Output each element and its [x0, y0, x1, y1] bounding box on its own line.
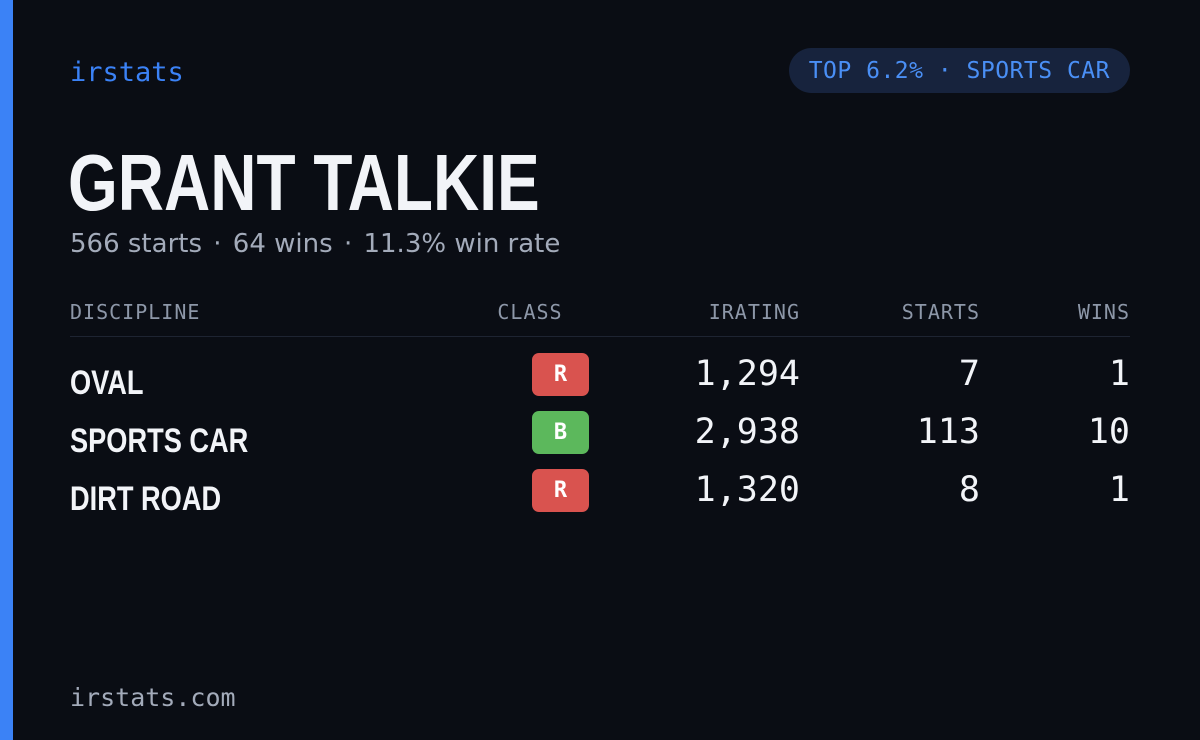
header-class: CLASS	[497, 300, 563, 324]
table-body: OVAL R 1,294 7 1 SPORTS CAR B 2,938 113 …	[70, 337, 1130, 527]
discipline-table: DISCIPLINE CLASS IRATING STARTS WINS OVA…	[70, 296, 1130, 527]
summary-separator: ·	[213, 229, 222, 259]
class-badge: B	[532, 411, 589, 454]
driver-name: GRANT TALKIE	[68, 138, 540, 227]
header-discipline: DISCIPLINE	[70, 300, 201, 324]
irating-value: 1,294	[694, 354, 800, 394]
starts-value: 8	[958, 470, 980, 510]
summary-win-rate: 11.3% win rate	[363, 229, 561, 259]
wins-value: 10	[1087, 412, 1130, 452]
irating-value: 2,938	[694, 412, 800, 452]
discipline-name: OVAL	[70, 364, 144, 402]
wins-value: 1	[1108, 354, 1130, 394]
career-summary: 566 starts · 64 wins · 11.3% win rate	[70, 226, 560, 262]
header-starts: STARTS	[901, 300, 980, 324]
table-row: OVAL R 1,294 7 1	[70, 353, 1130, 411]
class-badge: R	[532, 469, 589, 512]
wins-value: 1	[1108, 470, 1130, 510]
rank-badge: TOP 6.2% · SPORTS CAR	[788, 48, 1130, 93]
class-badge: R	[532, 353, 589, 396]
header-wins: WINS	[1077, 300, 1130, 324]
summary-wins: 64 wins	[232, 229, 333, 259]
summary-starts: 566 starts	[70, 229, 202, 259]
starts-value: 113	[916, 412, 980, 452]
header-irating: IRATING	[708, 300, 800, 324]
table-header: DISCIPLINE CLASS IRATING STARTS WINS	[70, 296, 1130, 337]
discipline-name: SPORTS CAR	[70, 422, 249, 460]
starts-value: 7	[958, 354, 980, 394]
irating-value: 1,320	[694, 470, 800, 510]
discipline-name: DIRT ROAD	[70, 480, 222, 518]
summary-separator: ·	[343, 229, 353, 259]
footer-url: irstats.com	[70, 683, 236, 712]
accent-bar	[0, 0, 13, 740]
table-row: DIRT ROAD R 1,320 8 1	[70, 469, 1130, 527]
brand-logo: irstats	[70, 57, 184, 88]
table-row: SPORTS CAR B 2,938 113 10	[70, 411, 1130, 469]
